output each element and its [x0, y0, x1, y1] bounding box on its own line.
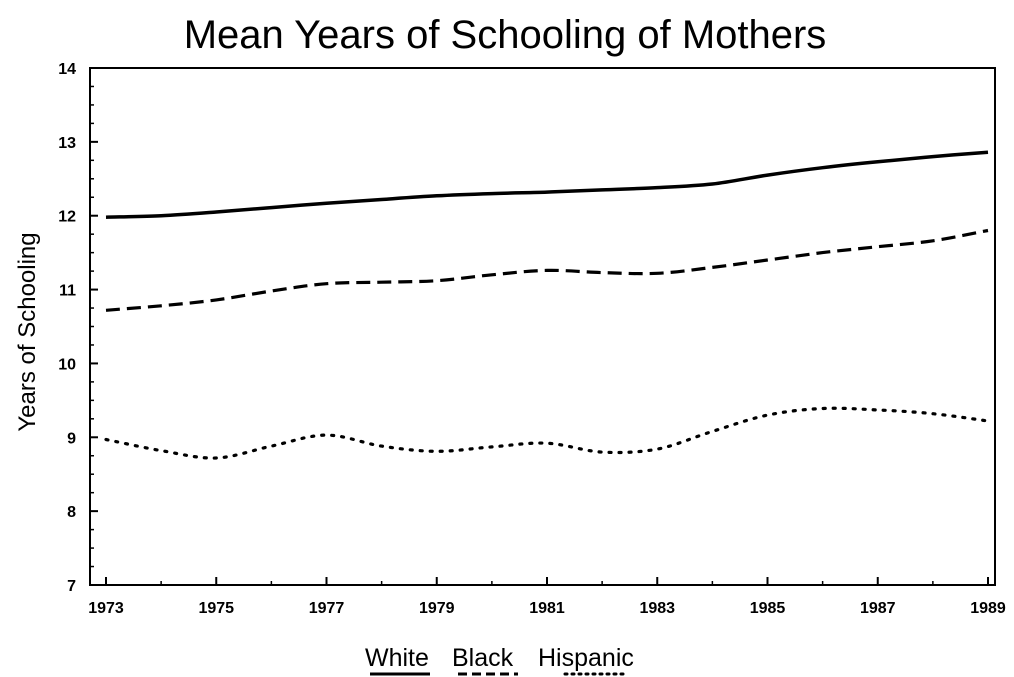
y-tick-label: 13	[58, 135, 76, 152]
legend-label-hispanic: Hispanic	[538, 644, 634, 672]
x-ticks: 1973 1975 1977 1979 1981 1983 1985 1987 1989	[88, 577, 1006, 617]
y-tick-label: 14	[58, 61, 76, 78]
x-tick-label: 1989	[970, 600, 1006, 617]
y-tick-label: 8	[67, 504, 76, 521]
series-lines	[104, 150, 990, 460]
y-tick-label: 11	[59, 283, 76, 300]
legend: White Black Hispanic	[365, 644, 634, 676]
chart-title: Mean Years of Schooling of Mothers	[184, 13, 827, 57]
series-line-hispanic	[104, 406, 990, 460]
x-tick-label: 1983	[639, 600, 675, 617]
x-tick-label: 1987	[860, 600, 896, 617]
x-tick-label: 1979	[419, 600, 455, 617]
y-tick-label: 12	[58, 209, 76, 226]
x-tick-label: 1977	[309, 600, 345, 617]
y-tick-label: 9	[67, 430, 76, 447]
axes	[89, 67, 996, 586]
plot-frame	[89, 67, 996, 586]
legend-label-white: White	[365, 644, 429, 672]
y-ticks: 7 8 9 10 11 12 13 14	[58, 61, 98, 595]
x-tick-label: 1973	[88, 600, 124, 617]
svg-text:Years of Schooling: Years of Schooling	[14, 232, 41, 431]
series-line-white	[105, 150, 989, 219]
x-tick-label: 1981	[529, 600, 565, 617]
y-tick-label: 7	[67, 578, 76, 595]
y-tick-label: 10	[58, 356, 76, 373]
y-axis-label: Years of Schooling	[14, 232, 41, 431]
legend-label-black: Black	[452, 644, 514, 672]
series-line-black	[105, 228, 989, 312]
x-tick-label: 1985	[750, 600, 786, 617]
x-tick-label: 1975	[198, 600, 234, 617]
